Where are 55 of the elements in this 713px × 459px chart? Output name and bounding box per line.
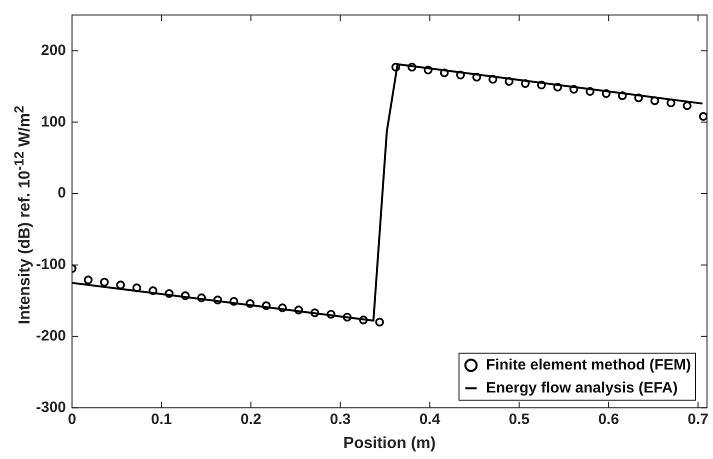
point: [488, 74, 498, 84]
x-tick-label: 0.4: [419, 410, 441, 428]
point: [84, 276, 93, 284]
point: [375, 318, 384, 326]
point: [408, 62, 416, 72]
point: [100, 278, 109, 287]
point: [520, 79, 530, 88]
point: [246, 299, 254, 308]
point: [569, 84, 578, 94]
point: [213, 296, 222, 304]
point: [602, 89, 611, 98]
point: [148, 286, 158, 296]
point: [262, 301, 271, 310]
y-tick-label: 0: [58, 184, 66, 202]
point: [424, 66, 433, 74]
legend-label: Energy flow analysis (EFA): [486, 379, 678, 396]
x-tick-label: 0.5: [508, 410, 530, 428]
point: [197, 293, 206, 302]
legend-label: Finite element method (FEM): [486, 356, 692, 374]
point: [537, 80, 546, 90]
point: [391, 62, 400, 72]
point: [650, 96, 660, 106]
x-axis-title: Position (m): [343, 434, 436, 452]
x-tick-label: 0.7: [688, 410, 708, 428]
point: [618, 91, 627, 100]
point: [358, 316, 368, 324]
y-tick-label: -200: [36, 328, 66, 345]
point: [132, 283, 142, 292]
point: [164, 289, 174, 298]
point: [682, 101, 692, 110]
point: [116, 280, 125, 290]
y-tick-label: 100: [40, 113, 66, 130]
y-tick-label: -300: [36, 398, 66, 416]
x-tick-label: 0.3: [330, 410, 351, 428]
point: [294, 306, 304, 314]
point: [586, 87, 594, 96]
point: [504, 77, 514, 86]
point: [456, 70, 465, 80]
point: [326, 310, 336, 319]
y-tick-label: 200: [40, 42, 66, 59]
y-tick-label: -100: [36, 256, 66, 274]
point: [440, 68, 449, 78]
x-tick-label: 0.6: [598, 410, 620, 428]
point: [180, 291, 190, 300]
point: [553, 82, 562, 92]
point: [472, 72, 482, 82]
point: [278, 303, 287, 312]
x-tick-label: 0.2: [240, 410, 262, 428]
point: [342, 312, 352, 322]
point: [698, 112, 707, 121]
point: [310, 308, 320, 318]
x-tick-label: 0.1: [151, 410, 172, 428]
point: [634, 93, 643, 102]
point: [229, 296, 238, 306]
point: [666, 98, 676, 108]
